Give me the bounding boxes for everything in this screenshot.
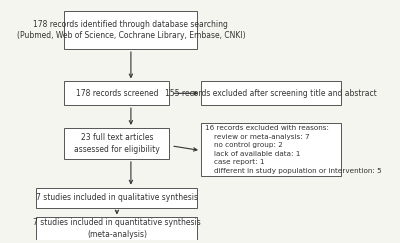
FancyBboxPatch shape [64, 81, 170, 105]
Text: 155 records excluded after screening title and abstract: 155 records excluded after screening tit… [165, 89, 377, 98]
FancyBboxPatch shape [64, 11, 198, 49]
Text: 16 records excluded with reasons:
    review or meta-analysis: 7
    no control : 16 records excluded with reasons: review… [205, 125, 382, 174]
FancyBboxPatch shape [201, 123, 341, 176]
Text: 178 records identified through database searching
(Pubmed, Web of Science, Cochr: 178 records identified through database … [16, 20, 245, 40]
Text: 23 full text articles
assessed for eligibility: 23 full text articles assessed for eligi… [74, 133, 160, 154]
FancyBboxPatch shape [64, 128, 170, 159]
FancyBboxPatch shape [201, 81, 341, 105]
Text: 7 studies included in qualitative synthesis: 7 studies included in qualitative synthe… [36, 193, 198, 202]
Text: 7 studies included in quantitative synthesis
(meta-analysis): 7 studies included in quantitative synth… [33, 218, 201, 239]
FancyBboxPatch shape [36, 188, 198, 208]
FancyBboxPatch shape [36, 217, 198, 240]
Text: 178 records screened: 178 records screened [76, 89, 158, 98]
